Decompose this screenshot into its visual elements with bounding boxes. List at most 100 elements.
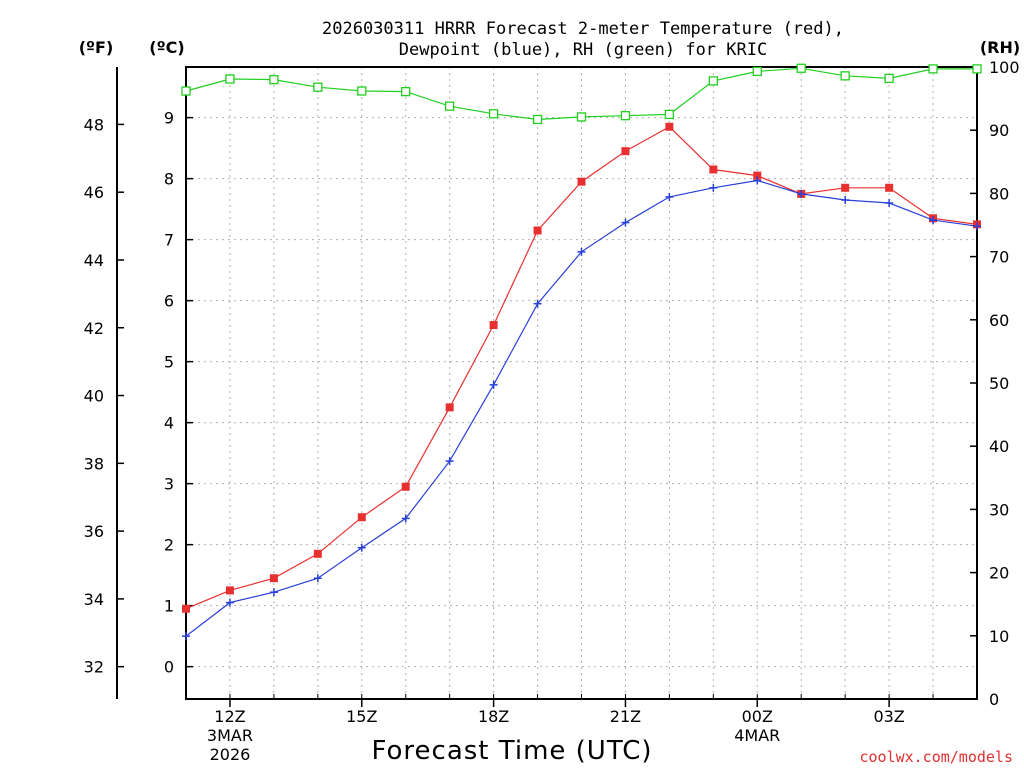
rh-tick-label: 30: [989, 500, 1009, 519]
rh-point: [928, 64, 938, 74]
rh-point: [708, 76, 718, 86]
rh-point: [752, 66, 762, 77]
temperature-point: [709, 165, 718, 174]
celsius-unit-label: (ºC): [149, 38, 184, 57]
dewpoint-point: [577, 247, 586, 256]
temperature-point: [445, 403, 454, 412]
rh-point: [620, 111, 631, 121]
rh-point: [488, 109, 499, 119]
temperature-point: [313, 549, 322, 558]
x-tick-label: 15Z: [346, 707, 377, 726]
celsius-tick-label: 0: [164, 658, 174, 677]
temperature-point: [621, 147, 630, 156]
celsius-tick-label: 4: [164, 414, 174, 433]
fahrenheit-tick-label: 38: [84, 454, 104, 473]
x-tick-label: 03Z: [873, 707, 904, 726]
tick-labels: 0123456789323436384042444648010203040506…: [84, 58, 1020, 764]
celsius-tick-label: 6: [164, 292, 174, 311]
rh-point: [225, 74, 235, 84]
dewpoint-point: [929, 216, 938, 225]
rh-point: [401, 86, 411, 97]
rh-tick-label: 40: [989, 437, 1009, 456]
x-tick-label: 00Z: [742, 707, 773, 726]
rh-point: [313, 82, 323, 92]
temperature-point: [533, 226, 542, 235]
rh-tick-label: 20: [989, 564, 1009, 583]
grid-lines: [186, 67, 977, 699]
rh-point: [269, 74, 279, 85]
rh-tick-label: 0: [989, 690, 999, 709]
fahrenheit-unit-label: (ºF): [79, 38, 114, 57]
dewpoint-point: [313, 574, 322, 583]
rh-tick-label: 10: [989, 627, 1009, 646]
chart-title-line2: Dewpoint (blue), RH (green) for KRIC: [399, 40, 767, 60]
x-tick-date-label: 3MAR: [207, 726, 253, 745]
celsius-tick-label: 7: [164, 231, 174, 250]
rh-point: [884, 73, 894, 84]
fahrenheit-tick-label: 46: [84, 183, 104, 202]
credit-label: coolwx.com/models: [859, 748, 1013, 766]
dewpoint-point: [885, 199, 894, 208]
rh-tick-label: 60: [989, 311, 1009, 330]
fahrenheit-tick-label: 32: [84, 658, 104, 677]
rh-point: [664, 109, 675, 120]
dewpoint-point: [973, 222, 981, 231]
temperature-point: [269, 574, 278, 583]
dewpoint-point: [533, 299, 542, 308]
temperature-point: [841, 183, 850, 192]
rh-point: [972, 64, 982, 74]
x-tick-label: 21Z: [610, 707, 641, 726]
x-tick-label: 18Z: [478, 707, 509, 726]
temperature-point: [357, 513, 366, 522]
chart-title-line1: 2026030311 HRRR Forecast 2-meter Tempera…: [322, 19, 844, 39]
temperature-point: [182, 604, 190, 613]
dewpoint-point: [841, 195, 850, 204]
temperature-point: [577, 177, 586, 186]
dewpoint-point: [665, 192, 674, 201]
temperature-point: [885, 183, 894, 192]
celsius-tick-label: 9: [164, 109, 174, 128]
x-axis-label: Forecast Time (UTC): [371, 736, 652, 766]
x-tick-label: 12Z: [214, 707, 245, 726]
celsius-tick-label: 3: [164, 475, 174, 494]
dewpoint-point: [753, 176, 762, 185]
rh-unit-label: (RH): [980, 38, 1020, 57]
fahrenheit-tick-label: 48: [84, 115, 104, 134]
celsius-tick-label: 1: [164, 597, 174, 616]
temperature-point: [401, 482, 410, 491]
rh-point: [181, 86, 191, 96]
plot-frame: [185, 66, 978, 700]
series-layer: [181, 63, 982, 641]
dewpoint-point: [797, 189, 806, 198]
rh-point: [796, 63, 806, 73]
rh-point: [840, 71, 850, 81]
temperature-point: [225, 586, 234, 595]
rh-point: [357, 86, 367, 96]
dewpoint-point: [182, 632, 190, 641]
rh-tick-label: 90: [989, 121, 1009, 140]
celsius-tick-label: 2: [164, 536, 174, 555]
celsius-tick-label: 8: [164, 170, 174, 189]
dewpoint-point: [445, 457, 454, 466]
axes: [116, 66, 978, 707]
dewpoint-point: [621, 218, 630, 227]
dewpoint-point: [225, 598, 234, 607]
rh-tick-label: 80: [989, 184, 1009, 203]
fahrenheit-tick-label: 42: [84, 319, 104, 338]
fahrenheit-tick-label: 40: [84, 387, 104, 406]
fahrenheit-tick-label: 44: [84, 251, 104, 270]
rh-tick-label: 100: [989, 58, 1020, 77]
rh-point: [445, 101, 455, 111]
temperature-point: [753, 171, 762, 180]
temperature-point: [665, 122, 674, 131]
rh-point: [532, 114, 543, 125]
dewpoint-point: [709, 183, 718, 192]
dewpoint-point: [357, 543, 366, 552]
x-tick-year-label: 2026: [210, 745, 251, 764]
rh-tick-label: 70: [989, 248, 1009, 267]
fahrenheit-tick-label: 34: [84, 590, 104, 609]
rh-point: [576, 112, 587, 122]
x-tick-date-label: 4MAR: [734, 726, 780, 745]
